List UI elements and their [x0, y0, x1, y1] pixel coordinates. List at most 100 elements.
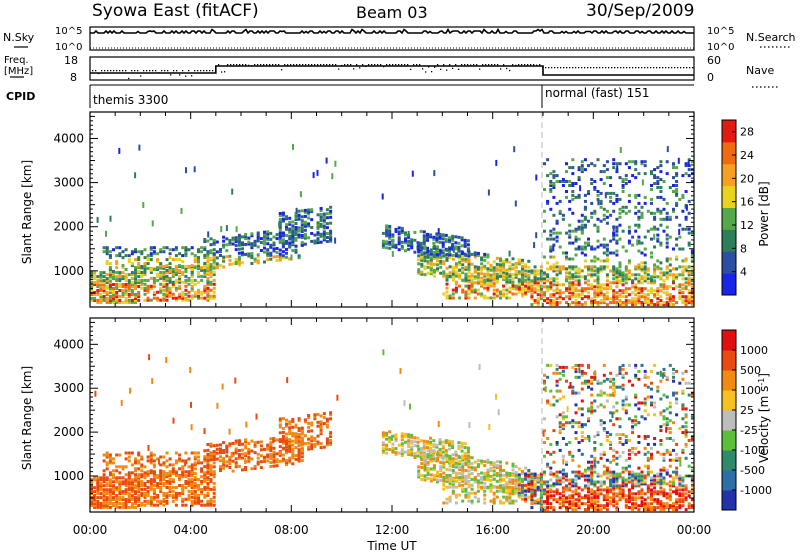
- power-cell: [593, 257, 597, 261]
- velocity-cell: [593, 502, 597, 506]
- velocity-cell: [193, 499, 197, 503]
- velocity-cell: [209, 455, 213, 459]
- velocity-cell: [381, 441, 385, 445]
- power-cell: [668, 263, 672, 267]
- power-cell: [596, 287, 600, 291]
- power-cell: [174, 248, 178, 252]
- power-cell: [609, 251, 613, 255]
- velocity-cell: [272, 454, 276, 458]
- velocity-cell: [102, 453, 106, 457]
- velocity-cell: [543, 488, 546, 492]
- power-cell: [184, 278, 188, 282]
- velocity-cell: [206, 454, 210, 458]
- velocity-cell: [457, 441, 461, 445]
- power-cell: [637, 225, 641, 229]
- power-cell: [225, 243, 229, 247]
- velocity-cell: [329, 435, 333, 438]
- velocity-cell: [524, 477, 528, 481]
- power-cell: [675, 215, 679, 219]
- velocity-cell: [502, 477, 506, 481]
- velocity-cell: [200, 487, 204, 491]
- power-cell: [143, 286, 147, 290]
- power-cell: [458, 260, 462, 264]
- velocity-cell: [165, 499, 169, 503]
- power-cell: [212, 242, 216, 246]
- nave-dot: [329, 64, 331, 66]
- power-cell: [662, 303, 666, 307]
- power-cell: [184, 298, 188, 302]
- power-cell: [568, 297, 572, 301]
- power-cell: [322, 212, 326, 216]
- power-cell: [574, 237, 578, 241]
- power-cell: [99, 298, 103, 302]
- power-cell: [134, 250, 137, 254]
- velocity-cell: [543, 490, 546, 494]
- velocity-cell: [96, 478, 100, 482]
- power-cell: [212, 248, 216, 252]
- power-cell: [297, 229, 301, 233]
- velocity-cell: [561, 474, 565, 478]
- power-cell: [517, 286, 521, 290]
- velocity-cell: [388, 440, 392, 444]
- velocity-cell: [168, 474, 172, 478]
- velocity-cell: [193, 491, 197, 495]
- power-cell: [299, 191, 302, 198]
- velocity-cell: [527, 479, 531, 483]
- power-cell: [319, 207, 323, 210]
- velocity-cell: [555, 478, 559, 482]
- power-cell: [602, 217, 606, 221]
- power-cell: [615, 217, 619, 221]
- power-cell: [596, 245, 600, 249]
- power-cell: [609, 191, 613, 195]
- velocity-cell: [313, 438, 317, 442]
- power-cell: [502, 276, 506, 280]
- velocity-cell: [121, 502, 125, 505]
- power-cell: [653, 281, 657, 285]
- velocity-cell: [112, 476, 115, 480]
- power-cell: [609, 281, 613, 285]
- velocity-cell: [549, 502, 553, 506]
- velocity-cell: [93, 500, 97, 503]
- velocity-cell: [112, 492, 115, 496]
- power-cell: [206, 270, 210, 274]
- power-cell: [423, 267, 427, 271]
- velocity-cell: [473, 468, 477, 472]
- velocity-cell: [187, 465, 191, 469]
- power-cell: [590, 211, 594, 215]
- power-cell: [322, 220, 326, 224]
- nave-dot: [473, 64, 475, 66]
- velocity-cell: [90, 504, 93, 507]
- velocity-cell: [102, 505, 106, 509]
- power-cell: [577, 293, 581, 297]
- velocity-cell: [407, 451, 411, 455]
- power-cell: [228, 262, 232, 266]
- power-cell: [675, 275, 679, 279]
- velocity-cell: [583, 474, 587, 478]
- velocity-cell: [483, 497, 487, 501]
- power-cell: [615, 162, 619, 166]
- power-cell: [174, 286, 178, 290]
- power-cell: [275, 255, 279, 258]
- velocity-cell: [269, 441, 273, 445]
- velocity-cell: [269, 445, 273, 449]
- power-cell: [426, 259, 430, 263]
- nave-dot: [563, 67, 565, 69]
- power-cell: [486, 269, 490, 273]
- power-cell: [593, 299, 597, 303]
- velocity-cell: [294, 425, 298, 429]
- nave-dot: [197, 70, 199, 72]
- nave-dot: [566, 67, 568, 69]
- velocity-cell: [143, 503, 147, 507]
- power-cell: [618, 263, 622, 267]
- power-cell: [605, 297, 609, 301]
- power-cell: [193, 266, 197, 270]
- velocity-cell: [439, 453, 443, 457]
- power-cell: [634, 299, 638, 303]
- power-cell: [237, 263, 241, 267]
- nave-dot: [407, 64, 409, 66]
- power-cell: [168, 256, 172, 260]
- power-cell: [426, 255, 430, 259]
- velocity-cell: [244, 444, 248, 448]
- velocity-cell: [212, 495, 216, 499]
- power-cell: [593, 209, 597, 213]
